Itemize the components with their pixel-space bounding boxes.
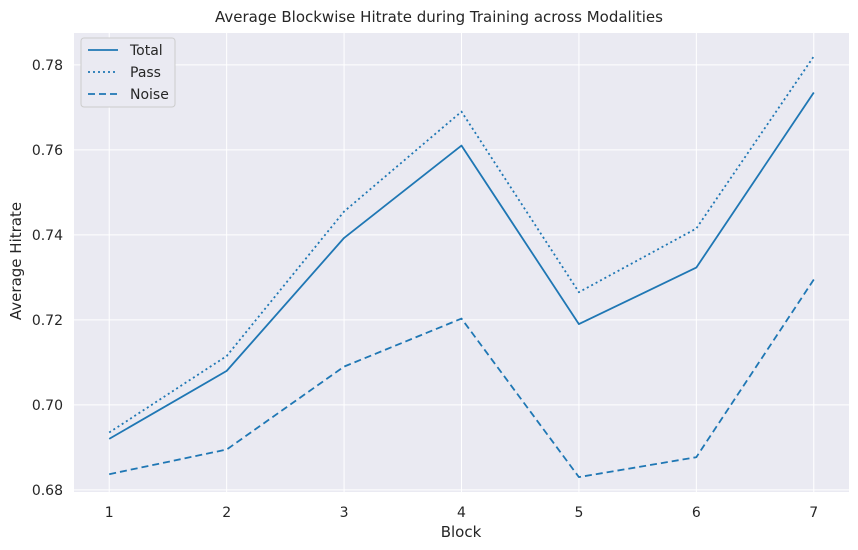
legend: Total Pass Noise	[80, 37, 176, 108]
chart-title: Average Blockwise Hitrate during Trainin…	[215, 8, 663, 26]
y-tick-label: 0.68	[32, 483, 63, 499]
y-tick-labels: 0.68 0.70 0.72 0.74 0.76 0.78	[32, 58, 63, 499]
x-tick-label: 5	[574, 505, 583, 521]
y-tick-label: 0.78	[32, 58, 63, 74]
x-tick-label: 3	[340, 505, 349, 521]
y-tick-label: 0.70	[32, 398, 63, 414]
legend-label-total: Total	[129, 43, 163, 59]
legend-label-noise: Noise	[130, 87, 169, 103]
series-line-noise	[109, 279, 815, 479]
y-axis-label: Average Hitrate	[7, 202, 25, 320]
series-lines	[108, 55, 815, 479]
legend-label-pass: Pass	[130, 65, 161, 81]
y-tick-label: 0.76	[32, 143, 63, 159]
legend-box	[80, 37, 176, 108]
x-tick-labels: 1 2 3 4 5 6 7	[105, 505, 818, 521]
series-line-total	[108, 91, 815, 440]
x-tick-label: 4	[457, 505, 466, 521]
x-tick-label: 2	[222, 505, 231, 521]
x-axis-label: Block	[441, 523, 482, 541]
x-tick-label: 1	[105, 505, 114, 521]
y-tick-label: 0.72	[32, 313, 63, 329]
x-tick-label: 6	[692, 505, 701, 521]
y-tick-label: 0.74	[32, 228, 63, 244]
series-line-pass	[108, 55, 815, 434]
x-tick-label: 7	[809, 505, 818, 521]
